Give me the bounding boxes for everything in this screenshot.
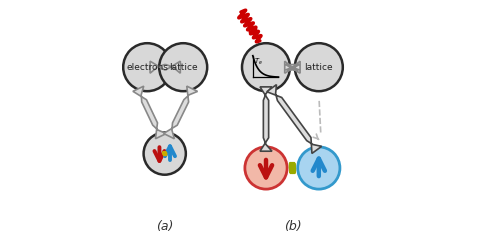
- Circle shape: [144, 132, 186, 175]
- Polygon shape: [133, 86, 166, 139]
- Text: lattice: lattice: [304, 63, 333, 72]
- Text: electrons: electrons: [126, 63, 168, 72]
- Circle shape: [159, 43, 207, 91]
- Polygon shape: [150, 61, 181, 73]
- Circle shape: [295, 43, 343, 91]
- Polygon shape: [285, 61, 300, 73]
- Text: $T_e$: $T_e$: [254, 57, 262, 67]
- Circle shape: [242, 43, 290, 91]
- Text: (b): (b): [284, 220, 301, 233]
- Circle shape: [123, 43, 171, 91]
- Polygon shape: [267, 85, 321, 153]
- Circle shape: [298, 147, 340, 189]
- Polygon shape: [164, 86, 197, 139]
- Text: (a): (a): [156, 220, 173, 233]
- Polygon shape: [260, 87, 272, 151]
- Circle shape: [245, 147, 287, 189]
- Text: lattice: lattice: [169, 63, 197, 72]
